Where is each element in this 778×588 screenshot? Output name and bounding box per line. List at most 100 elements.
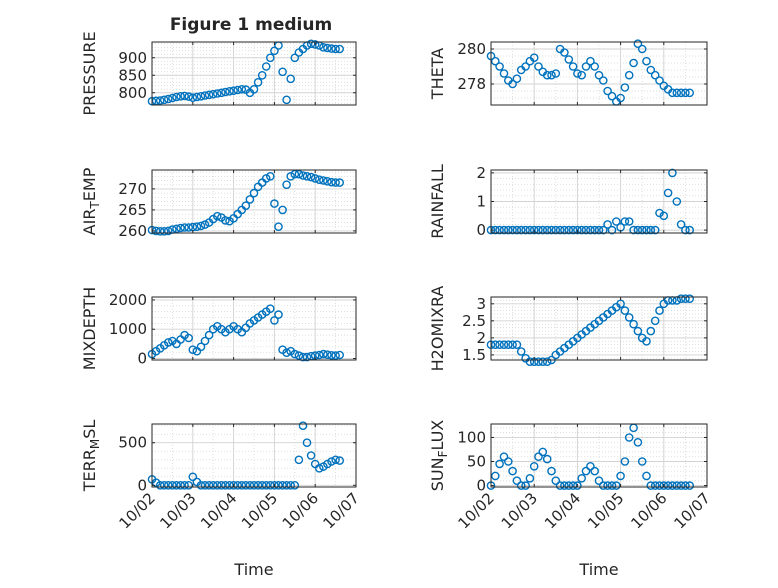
data-point: [163, 226, 173, 236]
data-point: [204, 480, 214, 490]
data-point: [676, 220, 686, 229]
data-point: [282, 480, 291, 490]
data-point: [672, 88, 682, 98]
data-point: [196, 92, 206, 101]
data-point: [512, 340, 522, 350]
data-point: [155, 96, 165, 105]
data-point: [490, 340, 500, 350]
data-point: [529, 225, 539, 235]
data-point: [620, 83, 630, 92]
data-point: [196, 342, 206, 352]
data-point: [663, 188, 673, 198]
data-point: [529, 461, 539, 471]
data-point: [163, 338, 173, 347]
data-point: [599, 481, 608, 490]
data-point: [212, 211, 222, 221]
data-point: [495, 225, 504, 235]
data-point: [599, 76, 608, 85]
data-point: [551, 476, 561, 486]
data-point: [495, 62, 504, 71]
data-point: [298, 352, 308, 362]
data-point: [629, 319, 638, 329]
data-point: [503, 340, 513, 350]
data-point: [599, 225, 608, 235]
data-point: [685, 481, 695, 490]
data-point: [270, 199, 279, 208]
data-point: [612, 217, 621, 226]
data-point: [278, 205, 287, 215]
y-axis-label: AIRTEMP: [80, 167, 102, 235]
data-point: [184, 480, 193, 490]
data-point: [499, 452, 509, 462]
y-tick-label: 260: [118, 222, 147, 240]
data-point: [168, 480, 177, 490]
plot-area: [491, 42, 707, 105]
data-point: [542, 225, 552, 235]
x-tick-label: 10/03: [498, 489, 541, 532]
data-point: [650, 70, 660, 80]
data-point: [180, 480, 189, 490]
data-point: [646, 225, 656, 235]
y-tick-label: 50: [467, 453, 486, 471]
data-point: [221, 87, 230, 97]
data-point: [629, 58, 638, 68]
y-tick-label: 1: [476, 193, 486, 211]
data-point: [237, 85, 247, 94]
data-point: [672, 197, 682, 206]
data-point: [172, 92, 181, 102]
data-point: [335, 178, 345, 187]
data-point: [624, 217, 634, 226]
data-point: [212, 480, 222, 490]
data-point: [685, 294, 695, 304]
data-point: [607, 91, 617, 101]
data-point: [176, 480, 185, 490]
y-axis-label: RAINFALL: [428, 164, 447, 239]
data-point: [176, 92, 185, 101]
data-point: [581, 62, 591, 71]
data-point: [200, 480, 210, 490]
data-point: [650, 316, 660, 326]
data-point: [257, 71, 267, 80]
y-tick-label: 3: [476, 295, 486, 313]
data-point: [594, 476, 604, 486]
data-point: [200, 91, 210, 100]
data-point: [577, 225, 587, 235]
data-point: [555, 481, 565, 490]
data-point: [294, 455, 304, 465]
data-point: [512, 74, 522, 83]
data-point: [314, 350, 324, 360]
axes-rainfall: 0 1 2 RAINFALL: [428, 164, 708, 239]
data-point: [253, 78, 263, 87]
data-point: [229, 480, 238, 490]
data-point: [624, 313, 634, 322]
data-point: [681, 481, 690, 490]
data-point: [331, 455, 340, 465]
data-point: [327, 177, 336, 187]
data-point: [270, 480, 279, 490]
data-point: [327, 457, 336, 466]
data-point: [196, 221, 206, 231]
x-axis-label: Time: [233, 560, 273, 579]
data-point: [607, 225, 617, 235]
data-point: [249, 85, 259, 94]
data-point: [676, 88, 686, 98]
data-point: [290, 349, 300, 359]
data-point: [512, 225, 522, 235]
x-tick-label: 10/07: [320, 489, 363, 532]
data-point: [327, 44, 336, 53]
data-point: [633, 39, 643, 49]
data-point: [516, 481, 526, 490]
data-point: [200, 220, 210, 229]
data-point: [525, 473, 535, 483]
x-tick-label: 10/04: [197, 489, 240, 532]
data-point: [323, 43, 332, 53]
data-point: [521, 481, 530, 490]
data-point: [659, 481, 669, 490]
data-point: [508, 79, 517, 89]
data-point: [188, 93, 198, 102]
data-point: [204, 330, 214, 340]
data-point: [633, 326, 643, 336]
y-tick-label: 2: [476, 329, 486, 347]
data-point: [298, 171, 308, 180]
